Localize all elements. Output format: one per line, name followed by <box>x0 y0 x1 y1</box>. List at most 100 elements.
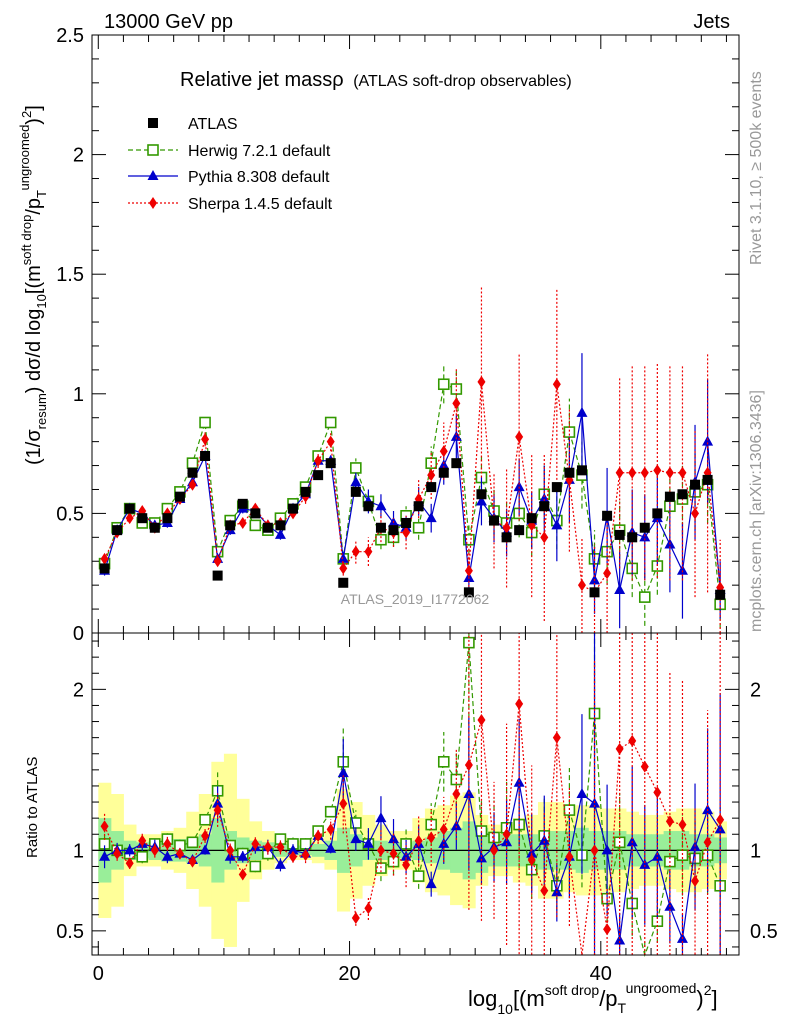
ratio-point <box>452 788 461 800</box>
ratio-point <box>251 837 260 850</box>
legend: ATLAS Herwig 7.2.1 default Pythia 8.308 de… <box>128 116 333 213</box>
legend-marker <box>149 197 157 209</box>
ratio-point <box>199 844 211 855</box>
ratio-point <box>515 697 524 710</box>
data-point <box>676 564 688 575</box>
ratio-point <box>201 829 210 842</box>
ratio-point <box>665 815 674 828</box>
data-point <box>452 397 461 410</box>
ratio-point <box>628 734 637 747</box>
ratio-point <box>113 847 122 860</box>
data-point <box>538 493 550 504</box>
rivet-label: Rivet 3.1.10, ≥ 500k events <box>748 71 765 265</box>
legend-marker <box>147 144 159 156</box>
main-plot-area <box>98 286 726 633</box>
data-point <box>238 516 247 529</box>
data-point <box>350 486 361 497</box>
data-point <box>112 525 123 536</box>
data-point <box>100 552 109 565</box>
ratio-point <box>249 860 262 873</box>
ratio-point <box>263 841 272 854</box>
data-point <box>514 525 525 536</box>
header-category: Jets <box>693 11 730 33</box>
ratio-point <box>439 823 448 836</box>
ratio-point <box>188 855 197 868</box>
xtick-label: 0 <box>93 963 104 985</box>
data-point <box>702 435 714 446</box>
data-point <box>576 406 588 417</box>
data-point <box>375 500 387 511</box>
data-point <box>199 416 211 429</box>
ratio-point <box>540 884 549 897</box>
data-point <box>324 416 337 429</box>
ratio-point <box>427 831 436 844</box>
data-point <box>413 501 424 512</box>
data-point <box>577 579 586 592</box>
data-point <box>501 532 512 543</box>
data-point <box>338 577 349 588</box>
data-point <box>350 476 362 487</box>
ratio-point <box>289 850 298 863</box>
ratio-point <box>639 858 651 869</box>
data-point <box>677 489 688 500</box>
data-point <box>124 503 135 514</box>
ratio-point <box>565 850 574 863</box>
ratio-point <box>412 870 425 882</box>
data-point <box>401 517 412 528</box>
data-point <box>237 498 248 509</box>
data-point <box>425 512 437 523</box>
data-point <box>438 459 450 470</box>
data-point <box>439 445 448 458</box>
data-point <box>640 466 649 479</box>
header-process: 13000 GeV pp <box>104 11 233 33</box>
data-point <box>552 378 561 391</box>
data-point <box>200 450 211 461</box>
data-point <box>576 465 587 476</box>
data-point <box>275 520 286 531</box>
ratio-point <box>640 760 649 773</box>
data-point <box>664 491 675 502</box>
data-point <box>638 591 651 603</box>
ratio-line <box>104 772 721 942</box>
ratio-point <box>614 934 626 945</box>
data-point <box>325 458 336 469</box>
ratio-point <box>703 836 712 849</box>
ratio-point <box>475 852 487 863</box>
ratio-point <box>501 836 513 847</box>
data-point <box>274 528 286 539</box>
ratio-point <box>362 837 374 848</box>
x-axis-label: log10[(msoft drop/pTungroomed)2] <box>468 980 718 1017</box>
ratio-point <box>213 804 222 817</box>
data-point <box>162 513 173 524</box>
ratio-point <box>552 731 561 744</box>
ratio-point <box>653 786 662 799</box>
ratio-point <box>163 837 172 850</box>
ratio-point <box>325 842 337 853</box>
ratio-point <box>314 829 323 842</box>
ratio-point <box>138 834 147 847</box>
ratio-plot-frame <box>91 632 740 956</box>
ratio-point <box>238 868 247 881</box>
ratio-point <box>226 844 235 857</box>
ratio-ytick-label-left: 2 <box>73 679 84 701</box>
data-point <box>402 526 411 539</box>
data-point <box>326 435 335 448</box>
main-ytick-label: 0.5 <box>56 503 84 525</box>
ratio-point <box>237 850 249 861</box>
ratio-point <box>276 841 285 854</box>
data-point <box>188 478 197 491</box>
data-point <box>201 433 210 446</box>
data-point <box>463 587 474 598</box>
series-atlas <box>99 450 726 600</box>
ratio-point <box>716 813 725 826</box>
data-point <box>187 467 198 478</box>
data-point <box>351 545 360 558</box>
data-point <box>249 519 262 532</box>
legend-label: Sherpa 1.4.5 default <box>188 196 333 213</box>
data-point <box>489 515 500 526</box>
legend-item-pythia: Pythia 8.308 default <box>128 169 330 186</box>
data-point <box>426 482 437 493</box>
data-point <box>513 481 525 492</box>
data-point <box>540 531 549 544</box>
legend-item-atlas: ATLAS <box>148 116 238 133</box>
